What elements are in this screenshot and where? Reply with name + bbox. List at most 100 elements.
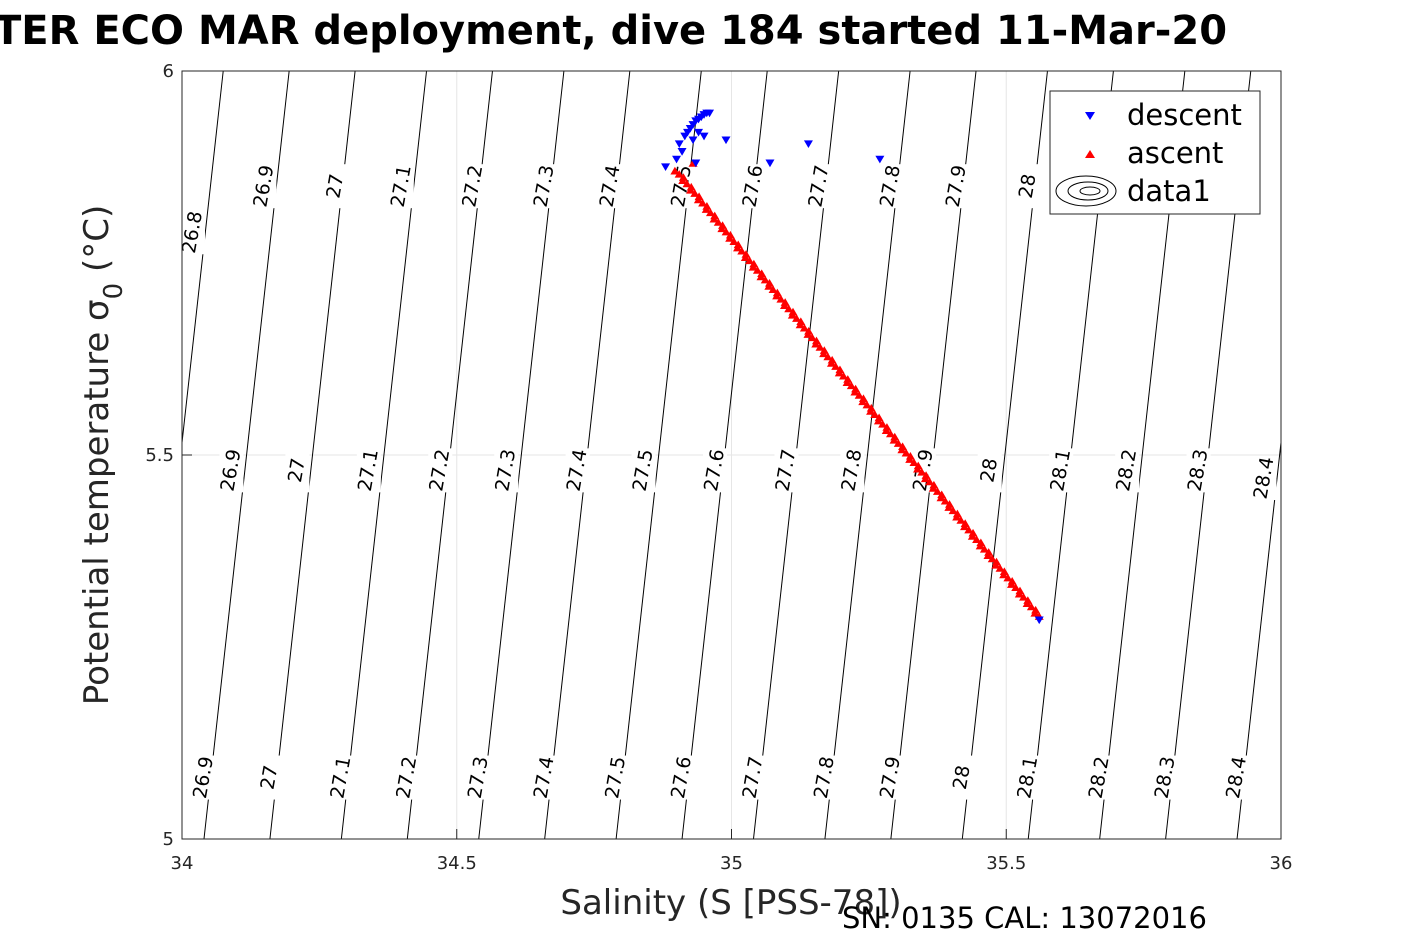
contour-label-backdrop <box>1252 456 1277 501</box>
ascent-point <box>983 551 993 559</box>
ascent-point <box>929 480 939 489</box>
ascent-point <box>839 371 849 380</box>
ascent-point <box>846 381 856 390</box>
contour-label-backdrop <box>1016 164 1041 209</box>
ascent-point <box>780 298 790 306</box>
contour-label-backdrop <box>180 210 205 255</box>
ascent-point <box>913 464 923 473</box>
contour-label: 27 <box>256 764 282 792</box>
contour-label-backdrop <box>840 448 865 493</box>
ascent-point <box>834 368 844 377</box>
contour-label-backdrop <box>1115 448 1140 493</box>
descent-point <box>691 159 701 168</box>
descent-point <box>875 155 885 164</box>
y-tick-label: 5 <box>163 829 174 850</box>
ascent-point <box>796 317 806 326</box>
ascent-point <box>819 349 829 358</box>
contour-label-backdrop <box>703 448 728 493</box>
ascent-point <box>882 423 892 431</box>
ascent-point <box>705 208 715 217</box>
contour-label-backdrop <box>977 448 1002 493</box>
contour-label-backdrop <box>670 755 695 800</box>
contour-label-backdrop <box>950 755 975 800</box>
contour-label-backdrop <box>389 164 414 209</box>
ascent-point <box>764 282 774 290</box>
descent-point <box>694 128 704 137</box>
ascent-point <box>737 246 747 255</box>
ascent-point <box>835 365 845 374</box>
ascent-series <box>670 159 1044 620</box>
y-axis-label: Potential temperature σ0 (°C) <box>77 205 129 705</box>
contour-label-backdrop <box>191 755 216 800</box>
ascent-point <box>795 320 805 329</box>
legend-ascent-label: ascent <box>1127 136 1223 170</box>
contour-label-backdrop <box>1049 448 1074 493</box>
footer-serial-calibration: SN: 0135 CAL: 13072016 <box>842 901 1207 935</box>
ascent-point <box>987 554 997 563</box>
ascent-point <box>909 458 919 467</box>
ascent-point <box>975 541 985 550</box>
y-tick-label: 6 <box>163 61 174 82</box>
ascent-point <box>905 451 915 460</box>
ascent-point <box>807 333 817 342</box>
ascent-point <box>878 419 888 428</box>
ascent-point <box>725 230 735 239</box>
legend-descent-marker <box>1085 112 1095 120</box>
ascent-point <box>850 387 860 396</box>
x-tick-label: 35 <box>720 853 743 874</box>
ascent-point <box>741 250 751 258</box>
ascent-point <box>952 512 962 521</box>
contour-label-backdrop <box>461 164 486 209</box>
ascent-point <box>717 224 727 233</box>
ascent-point <box>713 218 723 226</box>
ascent-point <box>881 426 891 435</box>
ascent-point <box>690 189 700 197</box>
ascent-point <box>721 227 731 236</box>
ascent-point <box>772 291 782 300</box>
ascent-point <box>678 176 688 185</box>
x-axis-label: Salinity (S [PSS-78]) <box>560 883 901 923</box>
ascent-point <box>940 496 950 505</box>
ascent-point <box>851 384 861 393</box>
ascent-point <box>992 557 1002 566</box>
ascent-point <box>1007 576 1017 585</box>
contour-label: 28 <box>1015 172 1041 200</box>
y-tick-label: 5.5 <box>145 445 174 466</box>
ascent-point <box>979 544 989 553</box>
ascent-point <box>854 391 864 399</box>
isopycnal-contours: 26.826.926.926.927272727.127.127.127.227… <box>178 70 1282 840</box>
ascent-point <box>799 323 809 332</box>
contour-label-backdrop <box>494 448 519 493</box>
ascent-point <box>862 400 872 409</box>
ascent-point <box>897 445 907 454</box>
ascent-point <box>752 266 762 274</box>
ascent-point <box>928 484 938 492</box>
contour-label-backdrop <box>741 755 766 800</box>
contour-label-backdrop <box>604 755 629 800</box>
descent-point <box>672 155 682 164</box>
ascent-point <box>967 532 977 540</box>
legend: descent ascent data1 <box>1049 90 1261 215</box>
ascent-point <box>948 506 958 515</box>
contour-label-backdrop <box>807 164 832 209</box>
contour-label-backdrop <box>356 448 381 493</box>
ascent-point <box>870 410 880 418</box>
contour-label-backdrop <box>395 755 420 800</box>
legend-contour-icon <box>1055 175 1117 207</box>
ascent-point <box>866 403 876 412</box>
ascent-point <box>804 327 814 335</box>
ascent-point <box>748 262 758 271</box>
descent-point <box>1034 616 1044 625</box>
ascent-point <box>1014 589 1024 598</box>
ascent-point <box>960 519 970 527</box>
isopycnal-line <box>181 70 224 443</box>
ascent-point <box>874 413 884 422</box>
descent-point <box>688 136 698 145</box>
ascent-point <box>893 439 903 447</box>
ascent-point <box>1026 602 1036 611</box>
ascent-point <box>733 240 743 249</box>
ascent-point <box>842 378 852 386</box>
contour-label-backdrop <box>878 755 903 800</box>
ascent-point <box>1015 586 1025 595</box>
ascent-point <box>779 301 789 310</box>
